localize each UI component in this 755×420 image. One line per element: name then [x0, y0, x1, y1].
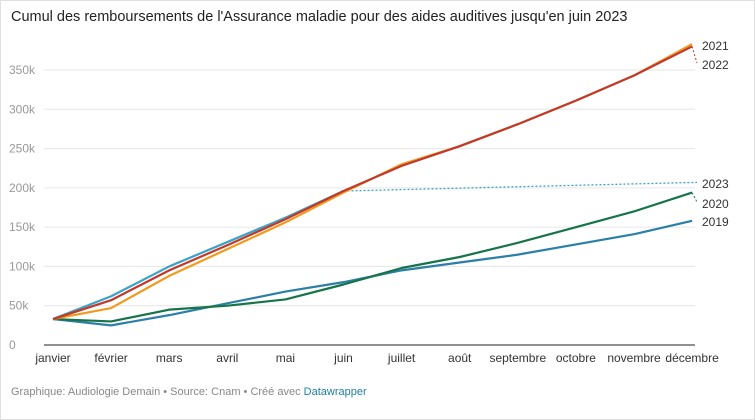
x-tick-label: juillet [387, 351, 416, 365]
x-tick-label: décembre [665, 351, 719, 365]
x-tick-label: mai [276, 351, 295, 365]
series-line-2022 [52, 45, 693, 321]
y-tick-label: 350k [9, 63, 36, 77]
label-connector-2020 [691, 192, 698, 203]
y-tick-label: 300k [9, 102, 36, 116]
x-tick-label: mars [156, 351, 183, 365]
x-tick-label: juin [333, 351, 353, 365]
series-label-2021: 2021 [702, 39, 729, 53]
y-tick-label: 50k [9, 299, 29, 313]
chart-footer: Graphique: Audiologie Demain • Source: C… [11, 386, 367, 398]
y-tick-label: 200k [9, 181, 36, 195]
x-tick-label: octobre [556, 351, 596, 365]
series-label-2020: 2020 [702, 197, 729, 211]
series-line-2023 [52, 190, 344, 321]
series-label-2022: 2022 [702, 58, 729, 72]
series-line-2019 [52, 219, 693, 327]
x-tick-label: janvier [34, 351, 70, 365]
x-tick-label: novembre [607, 351, 661, 365]
x-tick-label: septembre [489, 351, 546, 365]
label-connector-2022 [691, 46, 698, 64]
series-label-2023: 2023 [702, 177, 729, 191]
chart-title: Cumul des remboursements de l'Assurance … [11, 9, 628, 25]
y-tick-label: 100k [9, 259, 36, 273]
series-label-2019: 2019 [702, 215, 729, 229]
series-extension-2023 [343, 181, 698, 192]
series-line-2020 [52, 191, 693, 323]
x-tick-label: février [94, 351, 127, 365]
x-tick-label: août [448, 351, 472, 365]
datawrapper-link[interactable]: Datawrapper [303, 386, 367, 398]
x-tick-label: avril [216, 351, 238, 365]
y-tick-label: 0 [9, 338, 16, 352]
y-tick-label: 250k [9, 142, 36, 156]
y-tick-label: 150k [9, 220, 36, 234]
footer-credits: Graphique: Audiologie Demain • Source: C… [11, 386, 304, 398]
